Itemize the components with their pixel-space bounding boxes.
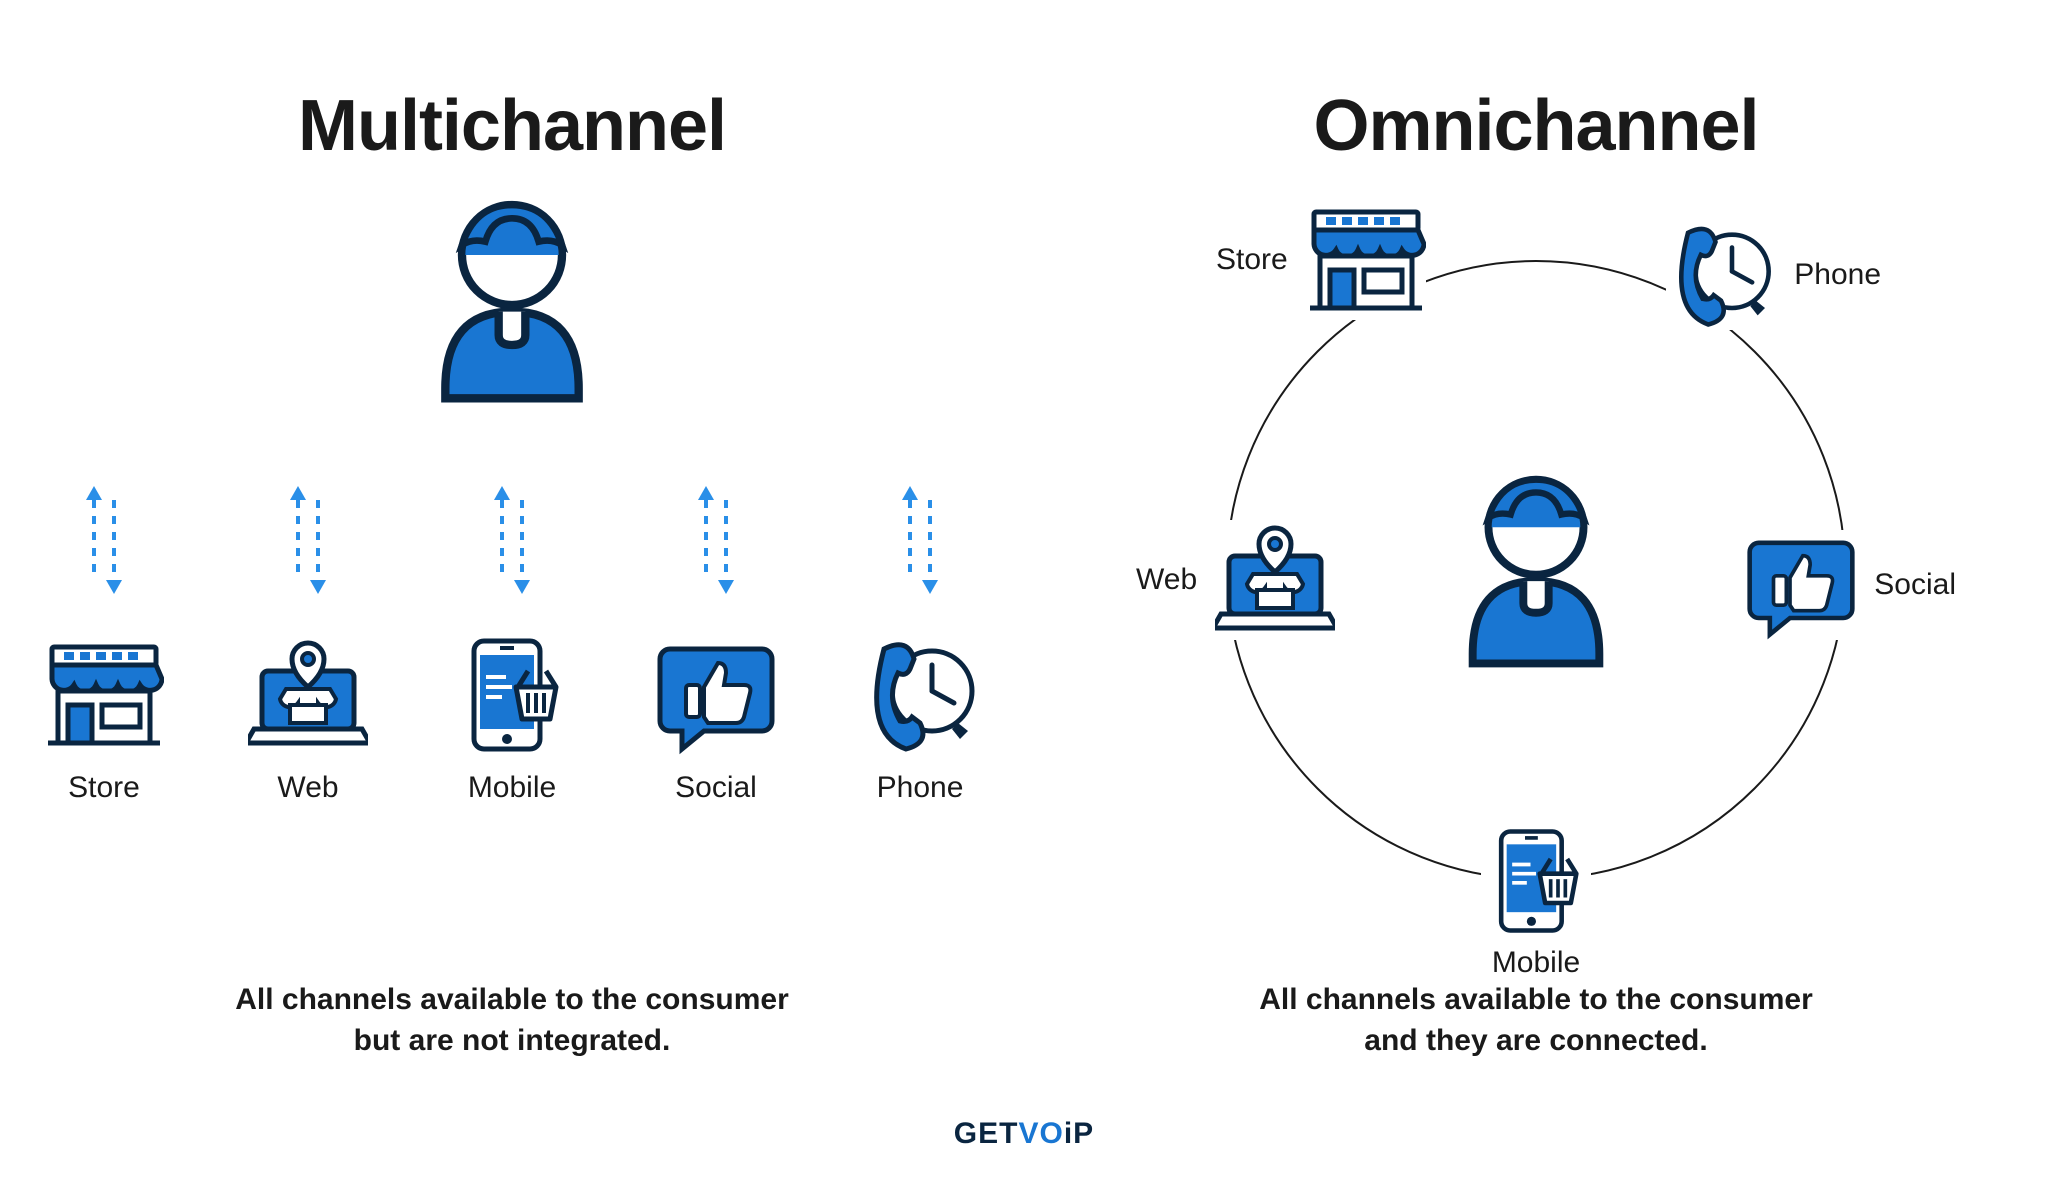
phone-icon [1666, 220, 1776, 330]
biarrow-icon [490, 480, 534, 600]
node-social: Social [1746, 530, 1956, 640]
person-icon [412, 190, 612, 410]
web-icon [248, 635, 368, 755]
omnichannel-stage: Store Phone Web Social Mobile [1156, 190, 1916, 950]
node-label: Mobile [1492, 946, 1580, 980]
omnichannel-panel: Omnichannel Store Phone Web Social [1024, 0, 2048, 1189]
multichannel-channels-row: Store Web Mobile Social Phone [0, 635, 1024, 805]
node-mobile: Mobile [1481, 826, 1591, 980]
multichannel-arrows [0, 480, 1024, 600]
node-label: Phone [1794, 258, 1881, 292]
node-label: Store [1216, 243, 1288, 277]
biarrow-icon [82, 480, 126, 600]
social-icon [1746, 530, 1856, 640]
caption-line: All channels available to the consumer [1259, 983, 1813, 1016]
channel-mobile: Mobile [442, 635, 582, 805]
caption-line: and they are connected. [1364, 1024, 1707, 1057]
infographic-container: Multichannel Store Web Mobile [0, 0, 2048, 1189]
channel-label: Mobile [468, 771, 556, 805]
logo-text: GET [954, 1117, 1019, 1150]
biarrow-icon [898, 480, 942, 600]
social-icon [656, 635, 776, 755]
logo-text: iP [1064, 1117, 1094, 1150]
biarrow-icon [286, 480, 330, 600]
channel-label: Phone [877, 771, 964, 805]
node-store: Store [1216, 200, 1426, 320]
channel-label: Store [68, 771, 140, 805]
omnichannel-caption: All channels available to the consumer a… [1024, 980, 2048, 1061]
node-label: Web [1136, 563, 1197, 597]
store-icon [1306, 200, 1426, 320]
caption-line: but are not integrated. [354, 1024, 671, 1057]
multichannel-title: Multichannel [0, 85, 1024, 167]
channel-phone: Phone [850, 635, 990, 805]
multichannel-panel: Multichannel Store Web Mobile [0, 0, 1024, 1189]
node-label: Social [1874, 568, 1956, 602]
channel-social: Social [646, 635, 786, 805]
channel-web: Web [238, 635, 378, 805]
omnichannel-title: Omnichannel [1024, 85, 2048, 167]
logo-accent: VO [1018, 1117, 1063, 1150]
caption-line: All channels available to the consumer [235, 983, 789, 1016]
mobile-icon [1481, 826, 1591, 936]
channel-label: Social [675, 771, 757, 805]
channel-label: Web [277, 771, 338, 805]
getvoip-logo: GETVOiP [954, 1117, 1094, 1151]
biarrow-icon [694, 480, 738, 600]
channel-store: Store [34, 635, 174, 805]
node-web: Web [1136, 520, 1335, 640]
person-icon [1441, 465, 1631, 675]
web-icon [1215, 520, 1335, 640]
multichannel-caption: All channels available to the consumer b… [0, 980, 1024, 1061]
node-phone: Phone [1666, 220, 1881, 330]
mobile-icon [452, 635, 572, 755]
phone-icon [860, 635, 980, 755]
store-icon [44, 635, 164, 755]
